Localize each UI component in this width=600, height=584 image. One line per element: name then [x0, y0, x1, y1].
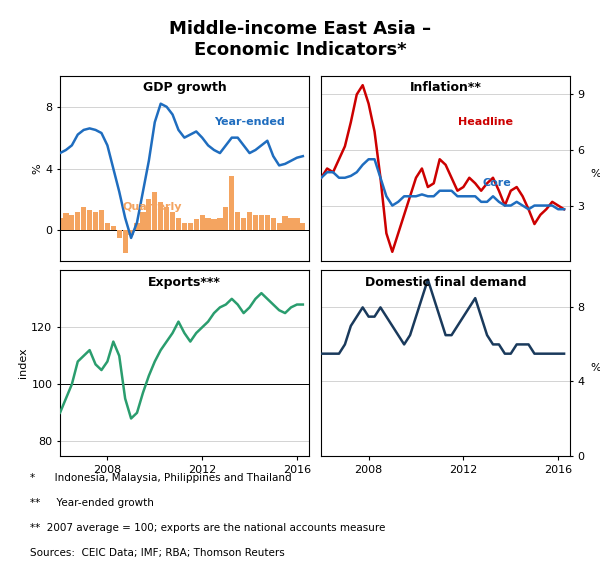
Bar [182, 223, 187, 230]
Bar [58, 218, 62, 230]
Bar [241, 218, 246, 230]
Bar [300, 223, 305, 230]
Text: Exports***: Exports*** [148, 276, 221, 289]
Bar [295, 218, 299, 230]
Bar [81, 207, 86, 230]
Bar [164, 207, 169, 230]
Text: Middle-income East Asia –
Economic Indicators*: Middle-income East Asia – Economic Indic… [169, 20, 431, 59]
Bar [146, 199, 151, 230]
Bar [134, 223, 140, 230]
Text: Headline: Headline [458, 117, 513, 127]
Bar [176, 218, 181, 230]
Bar [140, 212, 146, 230]
Bar [69, 215, 74, 230]
Bar [111, 225, 116, 230]
Bar [194, 220, 199, 230]
Text: Inflation**: Inflation** [410, 82, 482, 95]
Text: Year-ended: Year-ended [214, 117, 285, 127]
Bar [200, 215, 205, 230]
Bar [259, 215, 264, 230]
Bar [235, 212, 241, 230]
Bar [170, 212, 175, 230]
Y-axis label: %: % [590, 169, 600, 179]
Text: Core: Core [483, 178, 512, 188]
Text: Quarterly: Quarterly [122, 202, 182, 212]
Bar [122, 230, 128, 253]
Bar [253, 215, 258, 230]
Text: **     Year-ended growth: ** Year-ended growth [30, 498, 154, 508]
Bar [75, 212, 80, 230]
Bar [271, 218, 276, 230]
Bar [277, 223, 282, 230]
Bar [105, 223, 110, 230]
Bar [205, 218, 211, 230]
Text: Domestic final demand: Domestic final demand [365, 276, 526, 289]
Bar [99, 210, 104, 230]
Bar [87, 210, 92, 230]
Text: *      Indonesia, Malaysia, Philippines and Thailand: * Indonesia, Malaysia, Philippines and T… [30, 473, 292, 483]
Bar [116, 230, 122, 238]
Bar [289, 218, 293, 230]
Bar [152, 192, 157, 230]
Bar [217, 218, 223, 230]
Text: GDP growth: GDP growth [143, 82, 226, 95]
Bar [265, 215, 270, 230]
Y-axis label: index: index [19, 347, 28, 378]
Bar [128, 230, 134, 235]
Y-axis label: %: % [590, 363, 600, 373]
Bar [188, 223, 193, 230]
Bar [283, 216, 287, 230]
Bar [223, 207, 229, 230]
Text: **  2007 average = 100; exports are the national accounts measure: ** 2007 average = 100; exports are the n… [30, 523, 385, 533]
Bar [64, 213, 68, 230]
Text: Sources:  CEIC Data; IMF; RBA; Thomson Reuters: Sources: CEIC Data; IMF; RBA; Thomson Re… [30, 548, 285, 558]
Bar [93, 212, 98, 230]
Y-axis label: %: % [32, 163, 43, 174]
Bar [158, 203, 163, 230]
Bar [247, 212, 252, 230]
Bar [229, 176, 235, 230]
Bar [211, 220, 217, 230]
